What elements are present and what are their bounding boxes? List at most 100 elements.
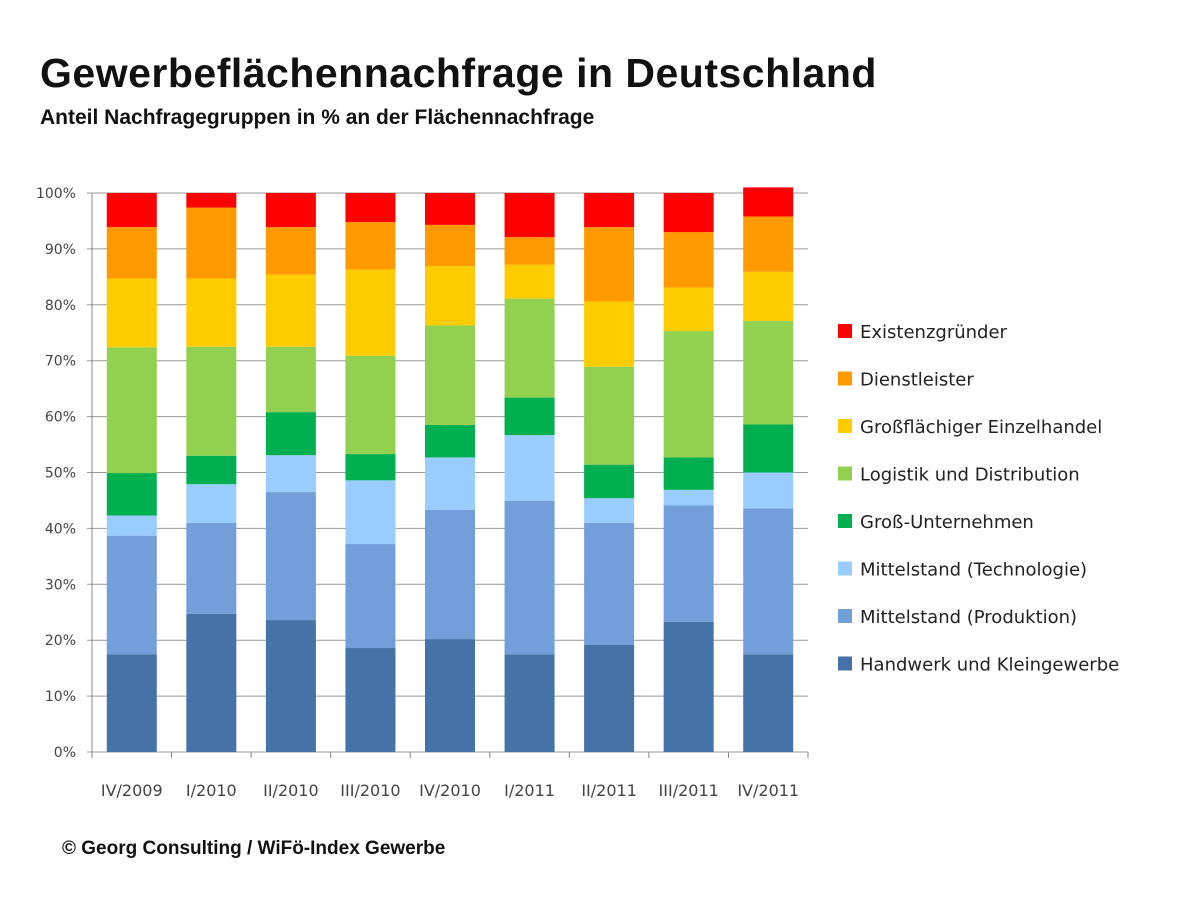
bar-segment [743,187,794,217]
copyright-footer: © Georg Consulting / WiFö-Index Gewerbe [62,838,446,859]
y-tick-label: 70% [45,354,76,370]
bar-segment [186,455,237,485]
bar-segment [663,489,714,506]
page-subtitle: Anteil Nachfragegruppen in % an der Fläc… [40,106,595,129]
legend-label: Groß-Unternehmen [860,512,1034,533]
page-title: Gewerbeflächennachfrage in Deutschland [40,50,877,96]
bar-segment [743,508,794,655]
bar-segment [425,639,475,752]
bar-segment [743,424,794,473]
x-tick-label: I/2010 [186,781,237,800]
y-tick-label: 40% [45,521,76,537]
y-tick-label: 80% [45,298,76,314]
bar-segment [265,274,316,347]
bar-segment [584,464,635,499]
bar-segment [345,648,396,752]
bar-segment [425,193,475,225]
bar-segment [186,522,237,614]
bar-segment [504,237,555,265]
bar-segment [106,654,157,752]
legend-label: Großflächiger Einzelhandel [860,417,1102,438]
bar-segment [584,301,635,367]
bar-segment [663,193,714,233]
bar-segment [584,193,635,228]
bar-segment [504,654,555,752]
legend-swatch [838,514,852,528]
legend-label: Logistik und Distribution [860,465,1080,486]
bar-segment [186,278,237,347]
y-tick-label: 30% [45,577,76,593]
bar-segment [504,501,555,655]
bar-segment [663,505,714,622]
bar-segment [743,654,794,752]
bar-segment [584,498,635,523]
bar-segment [663,457,714,490]
bar-segment [584,366,635,465]
bar-segment [663,621,714,752]
bar-segment [663,232,714,288]
bar-segment [425,266,475,326]
bar-segment [186,193,237,208]
x-tick-label: III/2010 [340,781,400,800]
bar-segment [743,216,794,272]
bar-segment [106,193,157,228]
bar-segment [345,269,396,356]
bar-segment [584,227,635,302]
x-tick-label: IV/2011 [737,781,799,800]
bar-segment [106,515,157,536]
bar-segment [106,535,157,655]
bar-segment [425,424,475,458]
y-tick-label: 10% [45,689,76,705]
x-tick-label: II/2011 [581,781,637,800]
legend-swatch [838,656,852,671]
x-tick-label: IV/2009 [101,781,163,800]
bar-segment [186,207,237,279]
bar-segment [106,473,157,516]
bar-segment [504,298,555,398]
bar-segment [265,346,316,413]
legend-label: Existenzgründer [860,322,1008,343]
bar-segment [663,287,714,332]
bar-segment [106,227,157,279]
bar-segment [743,472,794,509]
bar-segment [265,412,316,456]
bar-segment [504,435,555,502]
legend-swatch [838,561,852,576]
bar-segment [265,455,316,493]
bar-segment [504,397,555,436]
bar-segment [584,522,635,645]
x-tick-label: I/2011 [504,781,555,800]
y-tick-label: 20% [45,633,76,649]
bar-segment [345,480,396,545]
bar-segment [345,544,396,649]
legend-swatch [838,324,852,338]
bar-segment [425,325,475,425]
bar-segment [265,620,316,752]
bar-segment [186,613,237,752]
bar-segment [265,193,316,228]
legend-swatch [838,609,852,623]
legend-label: Dienstleister [860,370,974,391]
y-tick-label: 60% [45,410,76,426]
bar-segment [265,227,316,275]
bar-segment [504,264,555,299]
bar-segment [743,321,794,425]
bar-segment [743,271,794,322]
legend-swatch [838,466,852,481]
bar-segment [186,484,237,523]
y-tick-label: 0% [54,745,76,761]
legend-label: Mittelstand (Technologie) [860,560,1087,581]
bar-segment [345,454,396,481]
x-tick-label: II/2010 [263,781,319,800]
legend-swatch [838,371,852,386]
bar-segment [584,644,635,752]
x-tick-label: IV/2010 [419,781,481,800]
bar-segment [425,509,475,640]
legend-label: Handwerk und Kleingewerbe [860,655,1119,676]
bar-segment [504,193,555,238]
bar-segment [663,331,714,458]
y-tick-label: 50% [45,466,76,482]
bar-segment [106,278,157,348]
x-tick-label: III/2011 [659,781,719,800]
